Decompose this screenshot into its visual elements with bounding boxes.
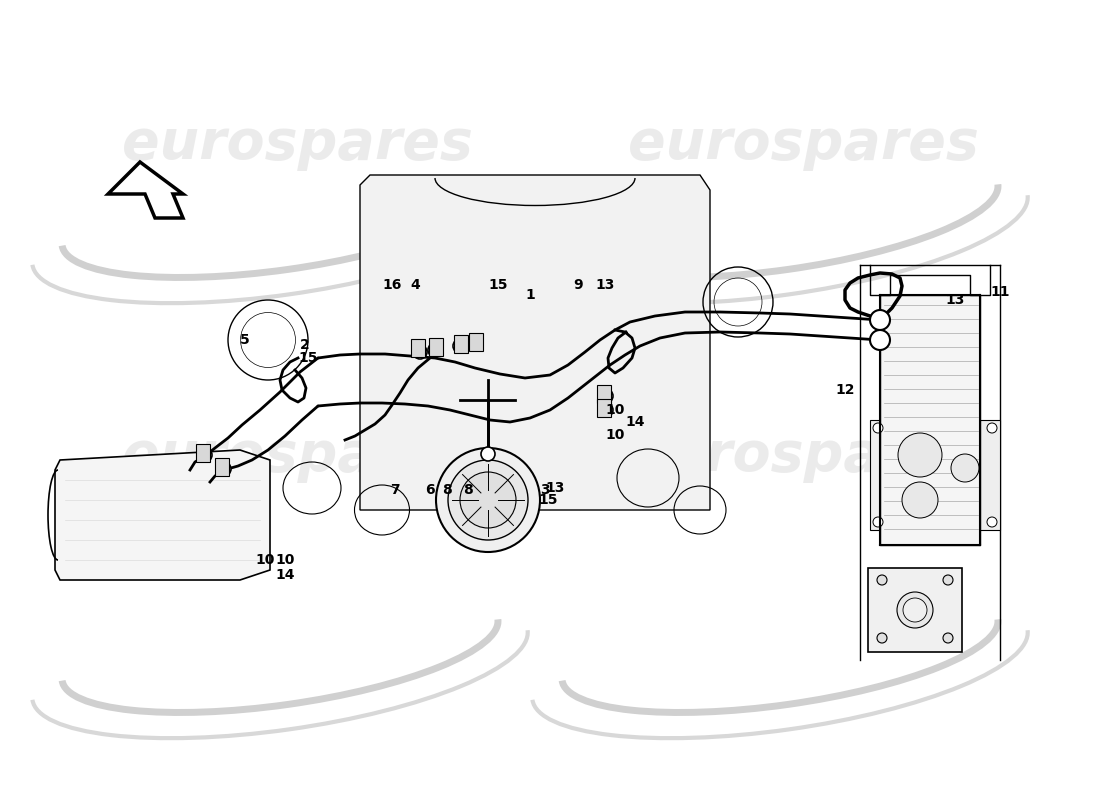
Polygon shape bbox=[108, 162, 183, 218]
Text: 2: 2 bbox=[300, 338, 310, 352]
Bar bbox=[880, 295, 980, 545]
Text: 13: 13 bbox=[546, 481, 564, 495]
Circle shape bbox=[902, 482, 938, 518]
Circle shape bbox=[896, 592, 933, 628]
Text: 13: 13 bbox=[595, 278, 615, 292]
Circle shape bbox=[481, 447, 495, 461]
Text: 10: 10 bbox=[255, 553, 275, 567]
Circle shape bbox=[198, 448, 212, 462]
Circle shape bbox=[943, 633, 953, 643]
Circle shape bbox=[436, 448, 540, 552]
Text: 15: 15 bbox=[488, 278, 508, 292]
Bar bbox=[429, 338, 443, 356]
Text: 12: 12 bbox=[835, 383, 855, 397]
Text: 13: 13 bbox=[945, 293, 965, 307]
Text: eurospares: eurospares bbox=[628, 429, 978, 483]
Polygon shape bbox=[55, 450, 270, 580]
Circle shape bbox=[453, 339, 468, 353]
Circle shape bbox=[873, 517, 883, 527]
Text: 15: 15 bbox=[538, 493, 558, 507]
Bar bbox=[597, 385, 611, 403]
Circle shape bbox=[877, 575, 887, 585]
Circle shape bbox=[987, 423, 997, 433]
Text: 1: 1 bbox=[525, 288, 535, 302]
Circle shape bbox=[952, 454, 979, 482]
Circle shape bbox=[903, 598, 927, 622]
Circle shape bbox=[870, 330, 890, 350]
Text: 16: 16 bbox=[383, 278, 402, 292]
Text: 10: 10 bbox=[605, 403, 625, 417]
Text: 10: 10 bbox=[275, 553, 295, 567]
Text: 3: 3 bbox=[540, 483, 550, 497]
Text: eurospares: eurospares bbox=[122, 429, 472, 483]
Bar bbox=[454, 335, 467, 353]
Text: 8: 8 bbox=[442, 483, 452, 497]
Polygon shape bbox=[870, 420, 1000, 530]
Text: 7: 7 bbox=[390, 483, 399, 497]
Text: 14: 14 bbox=[625, 415, 645, 429]
Circle shape bbox=[460, 472, 516, 528]
Circle shape bbox=[870, 310, 890, 330]
Text: 8: 8 bbox=[463, 483, 473, 497]
Text: eurospares: eurospares bbox=[122, 117, 472, 171]
Polygon shape bbox=[360, 175, 710, 510]
Circle shape bbox=[428, 343, 442, 357]
Circle shape bbox=[448, 460, 528, 540]
Text: 11: 11 bbox=[990, 285, 1010, 299]
Bar bbox=[196, 444, 210, 462]
Circle shape bbox=[600, 389, 613, 403]
Circle shape bbox=[987, 517, 997, 527]
Circle shape bbox=[898, 433, 942, 477]
Circle shape bbox=[873, 423, 883, 433]
Text: 5: 5 bbox=[240, 333, 250, 347]
Circle shape bbox=[877, 633, 887, 643]
Bar bbox=[214, 458, 229, 476]
Text: 10: 10 bbox=[605, 428, 625, 442]
Circle shape bbox=[412, 345, 427, 359]
Text: 6: 6 bbox=[426, 483, 434, 497]
Circle shape bbox=[468, 337, 482, 351]
Circle shape bbox=[943, 575, 953, 585]
Circle shape bbox=[217, 462, 231, 476]
FancyBboxPatch shape bbox=[868, 568, 962, 652]
Text: 15: 15 bbox=[298, 351, 318, 365]
Text: eurospares: eurospares bbox=[628, 117, 978, 171]
Text: 14: 14 bbox=[275, 568, 295, 582]
Text: 4: 4 bbox=[410, 278, 420, 292]
Text: 9: 9 bbox=[573, 278, 583, 292]
Circle shape bbox=[600, 403, 613, 417]
Bar bbox=[411, 339, 425, 357]
Bar bbox=[597, 399, 611, 417]
Bar bbox=[469, 333, 483, 351]
